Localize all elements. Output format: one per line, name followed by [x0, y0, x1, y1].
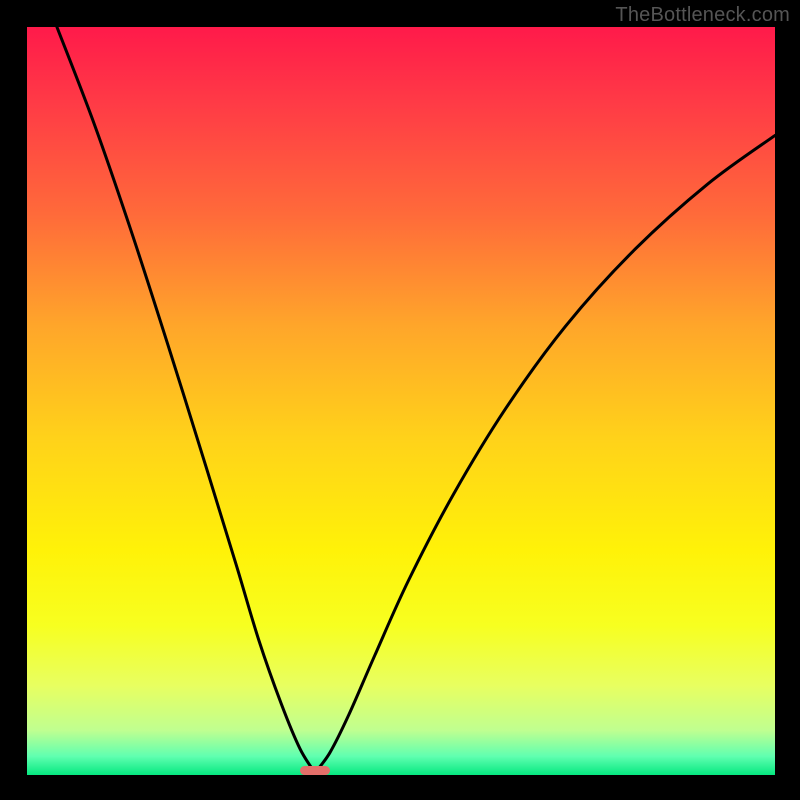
minimum-marker [300, 766, 330, 776]
bottleneck-curve [27, 27, 775, 775]
plot-area [27, 27, 775, 775]
chart-container: TheBottleneck.com [0, 0, 800, 800]
watermark-text: TheBottleneck.com [615, 4, 790, 27]
